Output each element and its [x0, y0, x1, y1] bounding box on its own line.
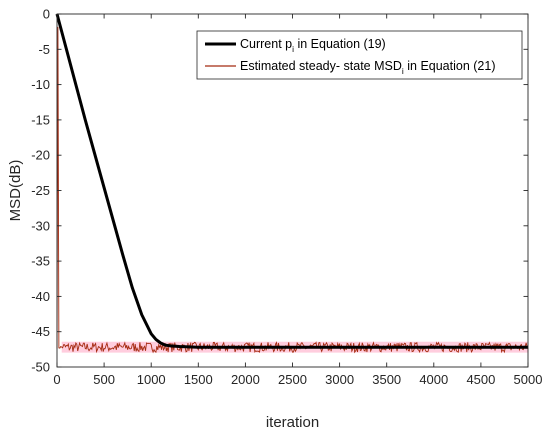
- x-tick-label: 1500: [184, 372, 213, 387]
- y-tick-label: -25: [31, 183, 50, 198]
- y-tick-label: -50: [31, 360, 50, 375]
- x-tick-label: 4000: [419, 372, 448, 387]
- y-tick-label: -35: [31, 254, 50, 269]
- y-tick-label: -20: [31, 148, 50, 163]
- x-tick-label: 2000: [231, 372, 260, 387]
- legend-box: [196, 30, 523, 80]
- x-tick-label: 3000: [325, 372, 354, 387]
- y-axis-title: MSD(dB): [7, 160, 24, 222]
- y-tick-label: -30: [31, 218, 50, 233]
- x-tick-label: 4500: [466, 372, 495, 387]
- ticks-layer: 0 500 1000 1500 2000 2500 3000 3500 4000 4500 5000…: [31, 7, 542, 388]
- y-tick-label: -40: [31, 289, 50, 304]
- estimated-series-line: [56, 26, 529, 354]
- x-tick-label: 500: [93, 372, 115, 387]
- y-tick-label: -15: [31, 112, 50, 127]
- series-layer: [55, 13, 529, 354]
- y-tick-label: -10: [31, 77, 50, 92]
- legend-label-estimated: Estimated steady- state MSDi in Equation…: [240, 59, 496, 76]
- x-tick-label: 5000: [514, 372, 543, 387]
- y-tick-label: 0: [43, 7, 50, 22]
- x-tick-label: 2500: [278, 372, 307, 387]
- x-tick-label: 0: [53, 372, 60, 387]
- legend: Current pi in Equation (19) Estimated st…: [196, 30, 523, 80]
- x-tick-label: 3500: [372, 372, 401, 387]
- y-tick-label: -45: [31, 324, 50, 339]
- x-axis-title: iteration: [266, 414, 319, 431]
- current-series-line: [55, 13, 528, 349]
- legend-label-current: Current pi in Equation (19): [240, 37, 386, 54]
- y-tick-label: -5: [38, 42, 50, 57]
- x-tick-label: 1000: [137, 372, 166, 387]
